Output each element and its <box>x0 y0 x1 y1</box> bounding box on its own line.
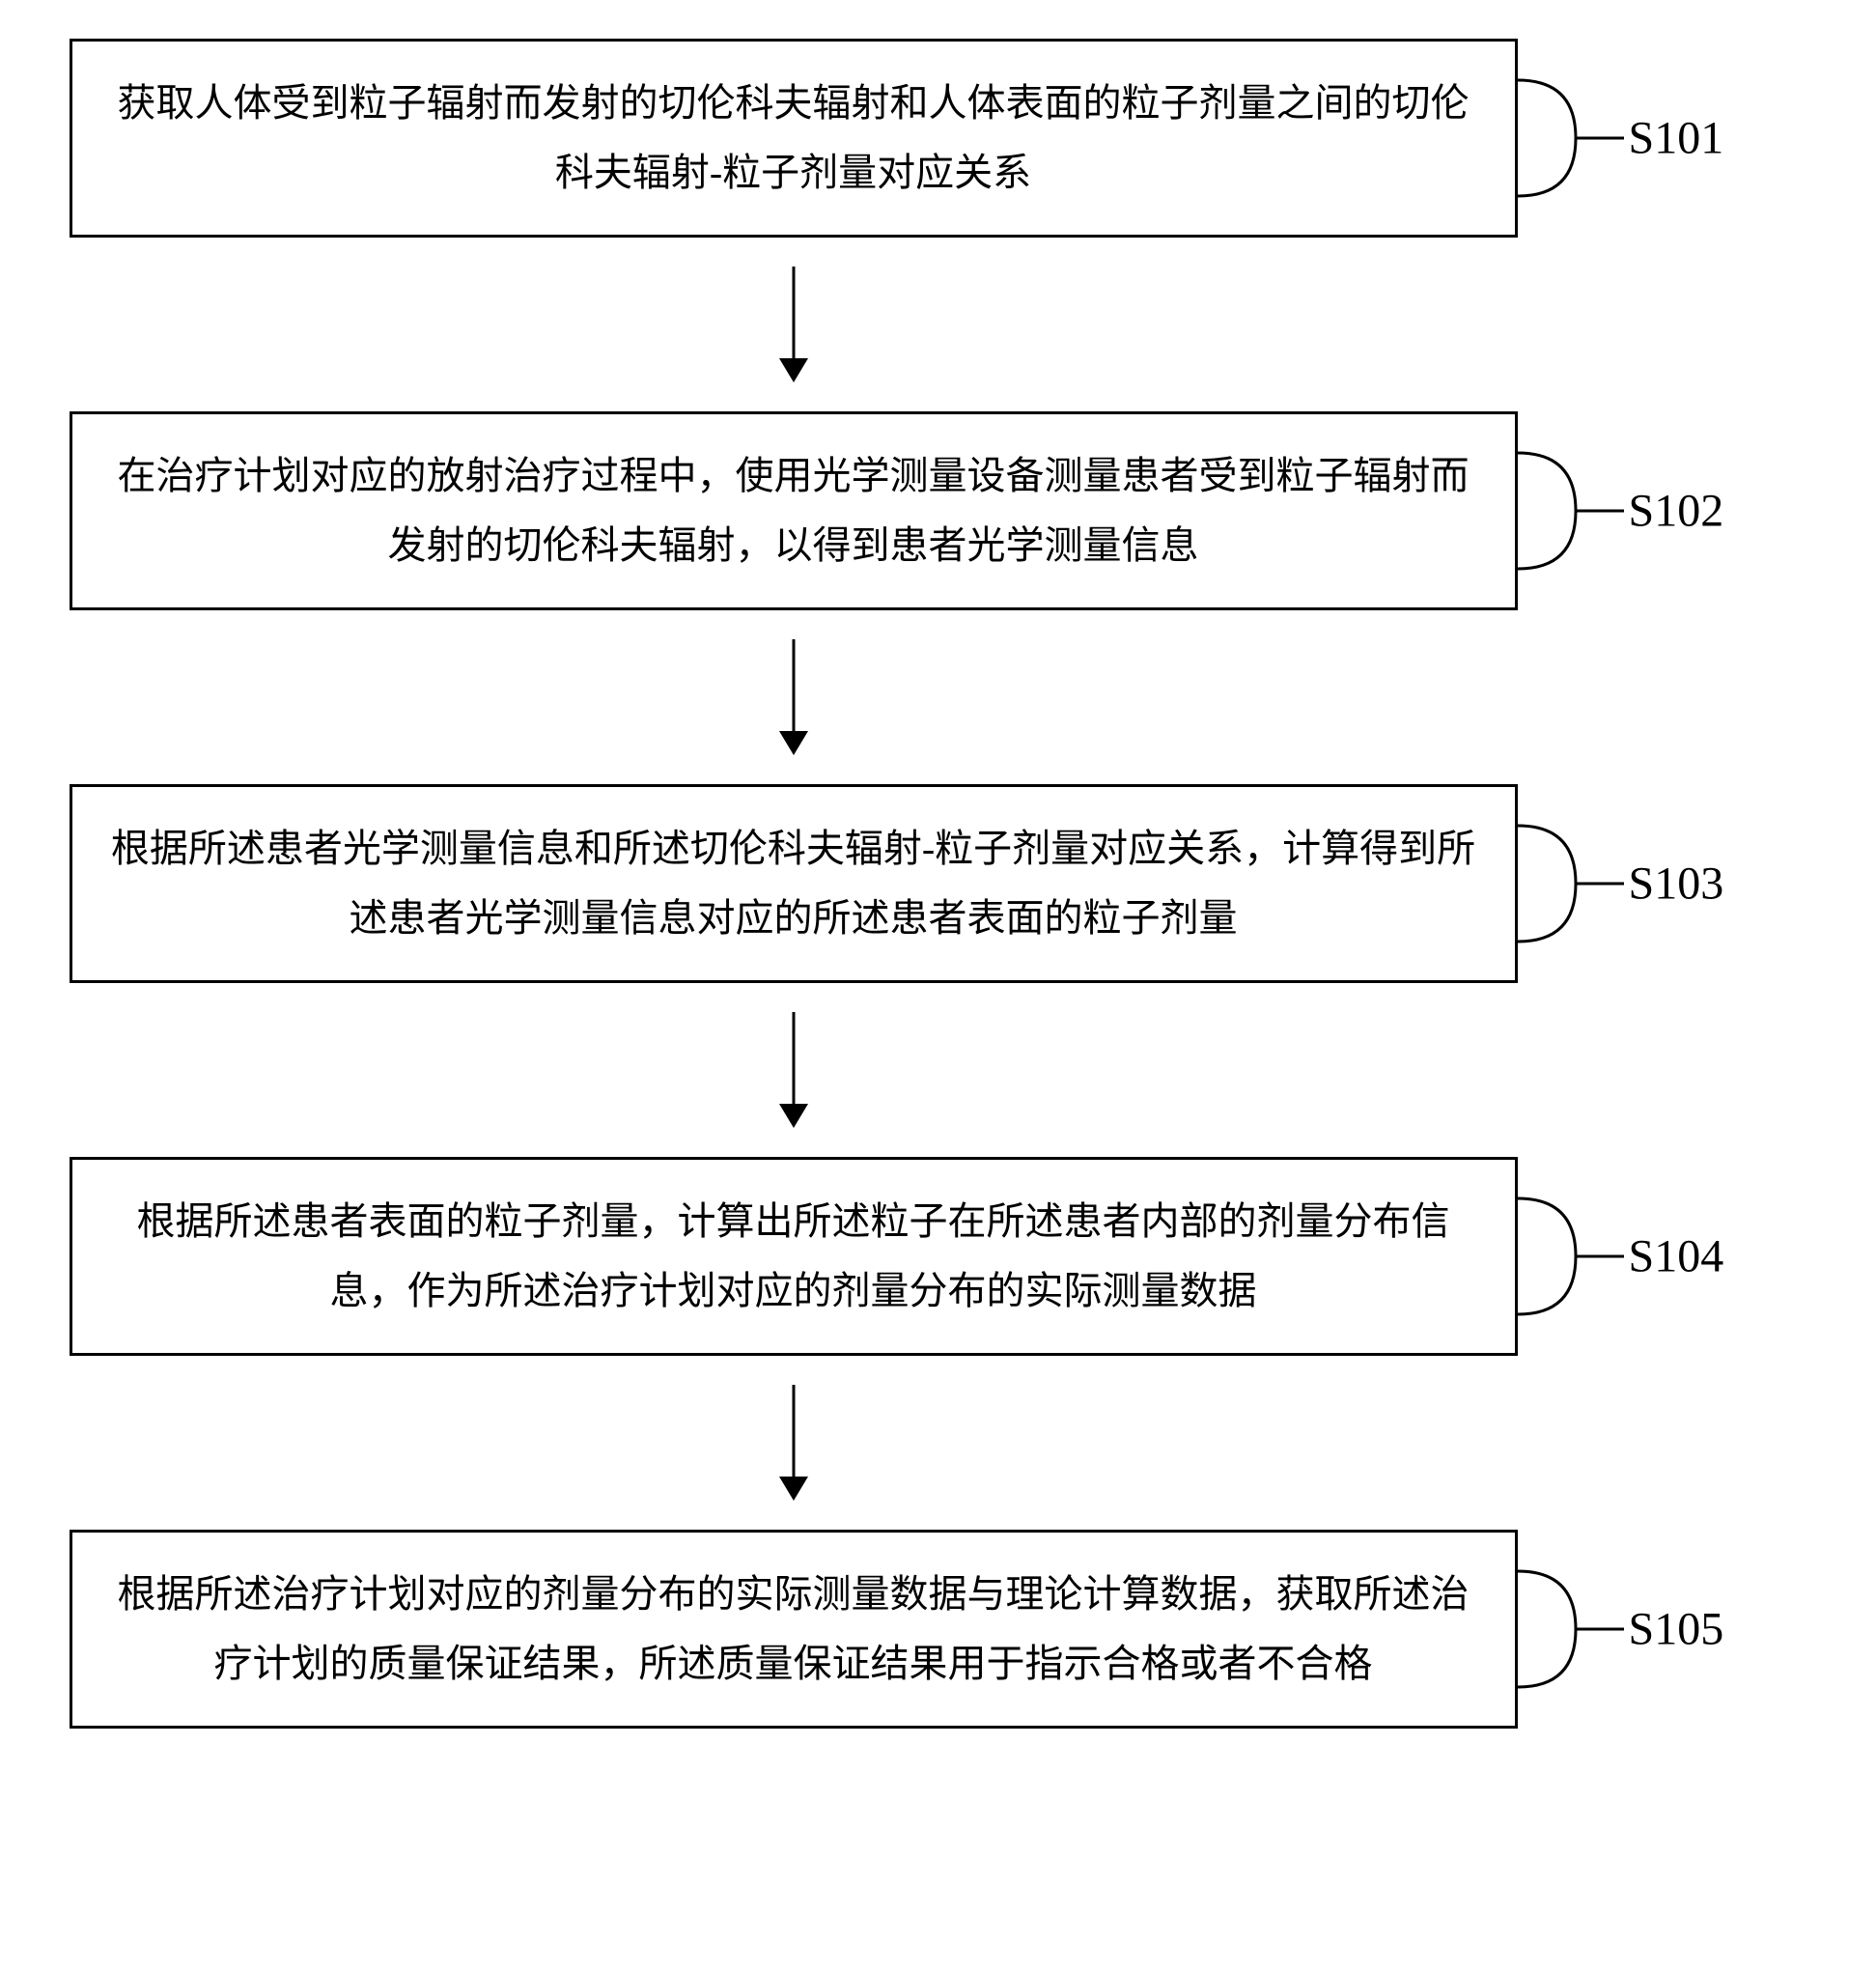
step-box-s103: 根据所述患者光学测量信息和所述切伦科夫辐射-粒子剂量对应关系，计算得到所述患者光… <box>70 784 1518 983</box>
curve-connector-icon <box>1518 1169 1624 1343</box>
step-text: 根据所述患者光学测量信息和所述切伦科夫辐射-粒子剂量对应关系，计算得到所述患者光… <box>111 814 1476 953</box>
step-row: 根据所述治疗计划对应的剂量分布的实际测量数据与理论计算数据，获取所述治疗计划的质… <box>70 1530 1807 1729</box>
step-label: S101 <box>1629 112 1724 165</box>
step-row: 获取人体受到粒子辐射而发射的切伦科夫辐射和人体表面的粒子剂量之间的切伦科夫辐射-… <box>70 39 1807 238</box>
step-label-wrap: S101 <box>1518 70 1807 206</box>
step-row: 根据所述患者光学测量信息和所述切伦科夫辐射-粒子剂量对应关系，计算得到所述患者光… <box>70 784 1807 983</box>
step-box-s101: 获取人体受到粒子辐射而发射的切伦科夫辐射和人体表面的粒子剂量之间的切伦科夫辐射-… <box>70 39 1518 238</box>
arrow-down-icon <box>770 267 818 382</box>
arrow-wrap <box>70 983 1518 1157</box>
step-text: 根据所述治疗计划对应的剂量分布的实际测量数据与理论计算数据，获取所述治疗计划的质… <box>111 1560 1476 1699</box>
step-label-wrap: S103 <box>1518 816 1807 951</box>
step-box-s102: 在治疗计划对应的放射治疗过程中，使用光学测量设备测量患者受到粒子辐射而发射的切伦… <box>70 411 1518 610</box>
step-row: 在治疗计划对应的放射治疗过程中，使用光学测量设备测量患者受到粒子辐射而发射的切伦… <box>70 411 1807 610</box>
step-text: 获取人体受到粒子辐射而发射的切伦科夫辐射和人体表面的粒子剂量之间的切伦科夫辐射-… <box>111 69 1476 208</box>
flowchart-container: 获取人体受到粒子辐射而发射的切伦科夫辐射和人体表面的粒子剂量之间的切伦科夫辐射-… <box>70 39 1807 1729</box>
step-label-wrap: S104 <box>1518 1189 1807 1324</box>
curve-connector-icon <box>1518 51 1624 225</box>
step-label: S103 <box>1629 858 1724 911</box>
arrow-down-icon <box>770 1385 818 1501</box>
step-label: S102 <box>1629 485 1724 538</box>
step-box-s105: 根据所述治疗计划对应的剂量分布的实际测量数据与理论计算数据，获取所述治疗计划的质… <box>70 1530 1518 1729</box>
curve-connector-icon <box>1518 797 1624 971</box>
arrow-wrap <box>70 610 1518 784</box>
step-row: 根据所述患者表面的粒子剂量，计算出所述粒子在所述患者内部的剂量分布信息，作为所述… <box>70 1157 1807 1356</box>
arrow-wrap <box>70 1356 1518 1530</box>
curve-connector-icon <box>1518 1542 1624 1716</box>
step-label-wrap: S102 <box>1518 443 1807 578</box>
step-box-s104: 根据所述患者表面的粒子剂量，计算出所述粒子在所述患者内部的剂量分布信息，作为所述… <box>70 1157 1518 1356</box>
step-text: 根据所述患者表面的粒子剂量，计算出所述粒子在所述患者内部的剂量分布信息，作为所述… <box>111 1187 1476 1326</box>
arrow-down-icon <box>770 1012 818 1128</box>
step-label-wrap: S105 <box>1518 1562 1807 1697</box>
step-text: 在治疗计划对应的放射治疗过程中，使用光学测量设备测量患者受到粒子辐射而发射的切伦… <box>111 441 1476 580</box>
step-label: S104 <box>1629 1230 1724 1283</box>
step-label: S105 <box>1629 1603 1724 1656</box>
arrow-wrap <box>70 238 1518 411</box>
arrow-down-icon <box>770 639 818 755</box>
curve-connector-icon <box>1518 424 1624 598</box>
